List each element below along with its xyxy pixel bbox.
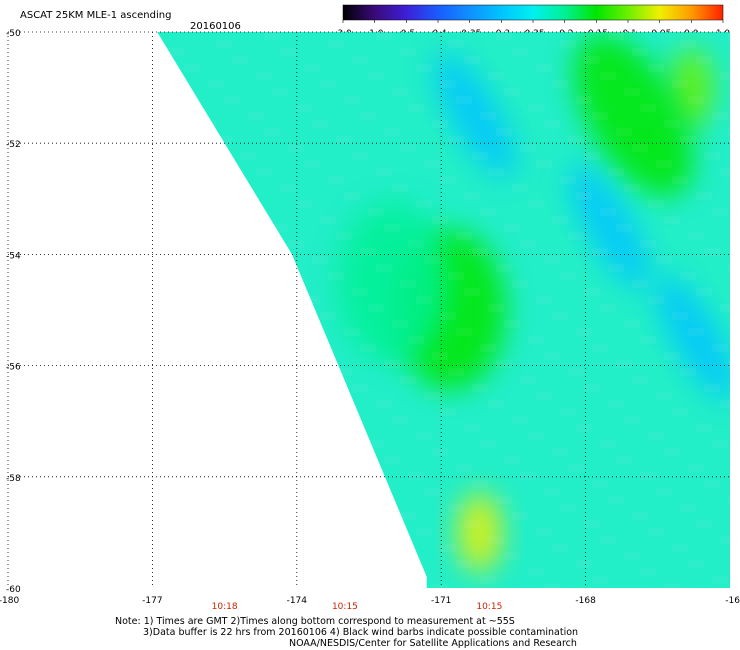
colorbar-ramp	[342, 4, 724, 21]
field-yellow-patch	[669, 47, 714, 128]
time-labels: 10:18 10:15 10:15	[212, 602, 503, 612]
time-label: 10:18	[212, 602, 238, 612]
x-tick-label: -174	[287, 596, 308, 606]
field-blue-band	[435, 53, 515, 178]
y-tick-label: -50	[6, 29, 21, 39]
y-tick-label: -54	[6, 251, 21, 261]
y-tick-label: -58	[6, 474, 21, 484]
y-tick-label: -56	[6, 363, 21, 373]
time-label: 10:15	[332, 602, 358, 612]
x-tick-label: -177	[142, 596, 162, 606]
field-green-patch	[338, 202, 449, 363]
note-line-1: Note: 1) Times are GMT 2)Times along bot…	[115, 616, 515, 627]
chart-subtitle: 20160106	[190, 21, 241, 32]
time-label: 10:15	[476, 602, 502, 612]
x-tick-label: -171	[431, 596, 451, 606]
x-tick-label: -168	[575, 596, 596, 606]
note-line-3: NOAA/NESDIS/Center for Satellite Applica…	[289, 638, 577, 649]
field-blue-band	[569, 164, 650, 289]
field-yellow-patch	[457, 492, 502, 573]
note-line-2: 3)Data buffer is 22 hrs from 20160106 4)…	[143, 627, 579, 638]
x-tick-label: -180	[0, 596, 19, 606]
field-blue-band	[656, 276, 730, 400]
y-tick-label: -52	[6, 140, 21, 150]
heatmap-field	[157, 32, 730, 588]
x-tick-label: -16	[725, 596, 740, 606]
grid-lines	[7, 31, 730, 588]
y-tick-label: -60	[6, 585, 21, 595]
chart-title: ASCAT 25KM MLE-1 ascending	[20, 10, 171, 21]
axes: -50 -52 -54 -56 -58 -60-180 -177 -174 -171 -168 -1…	[0, 29, 740, 606]
field-green-band	[574, 34, 694, 197]
